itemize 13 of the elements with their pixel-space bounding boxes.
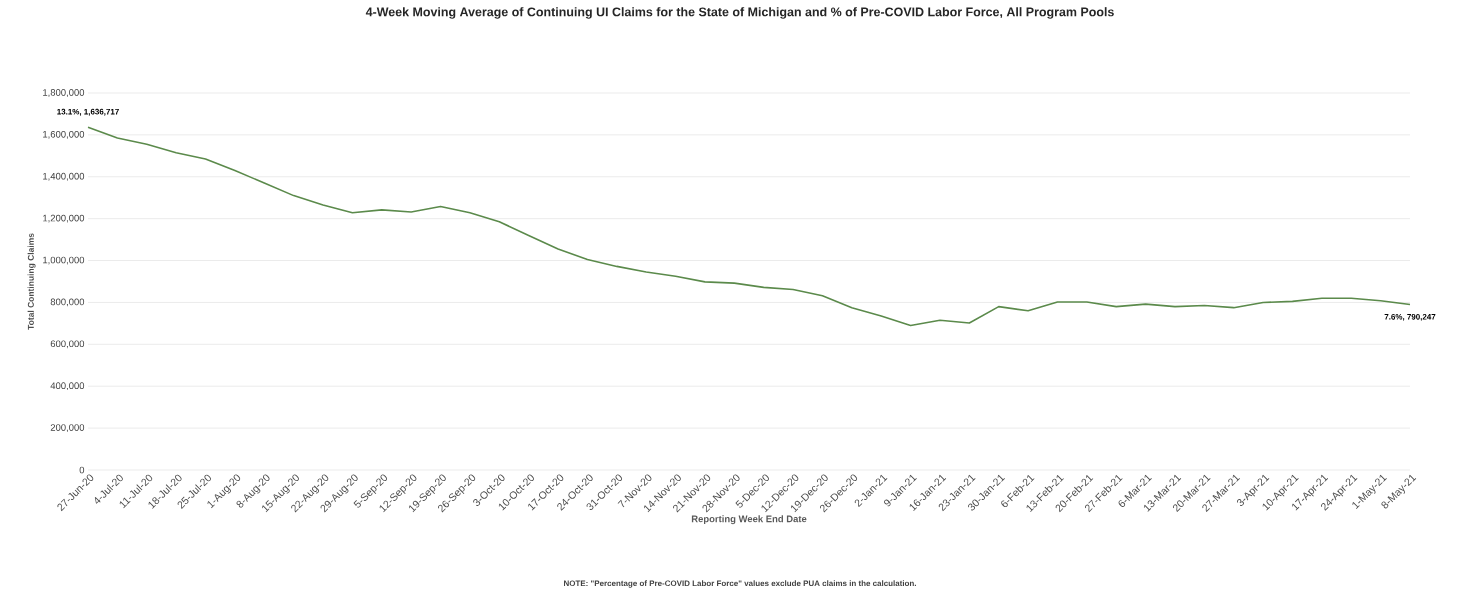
y-axis-title: Total Continuing Claims xyxy=(27,233,36,330)
x-axis-title: Reporting Week End Date xyxy=(691,515,807,525)
y-tick-label: 600,000 xyxy=(50,340,85,349)
y-tick-label: 1,600,000 xyxy=(43,130,85,139)
y-tick-label: 1,400,000 xyxy=(43,172,85,181)
y-tick-label: 800,000 xyxy=(50,298,85,307)
chart-title: 4-Week Moving Average of Continuing UI Claims for the State of Michigan and % of Pre-COVID Labor Force, All Program Pools xyxy=(365,7,1114,19)
y-tick-label: 1,800,000 xyxy=(43,89,85,97)
y-tick-label: 1,200,000 xyxy=(43,214,85,223)
y-tick-label: 1,000,000 xyxy=(43,256,85,265)
y-tick-label: 200,000 xyxy=(50,424,85,433)
y-tick-label: 400,000 xyxy=(50,382,85,391)
y-tick-label: 0 xyxy=(79,466,85,474)
